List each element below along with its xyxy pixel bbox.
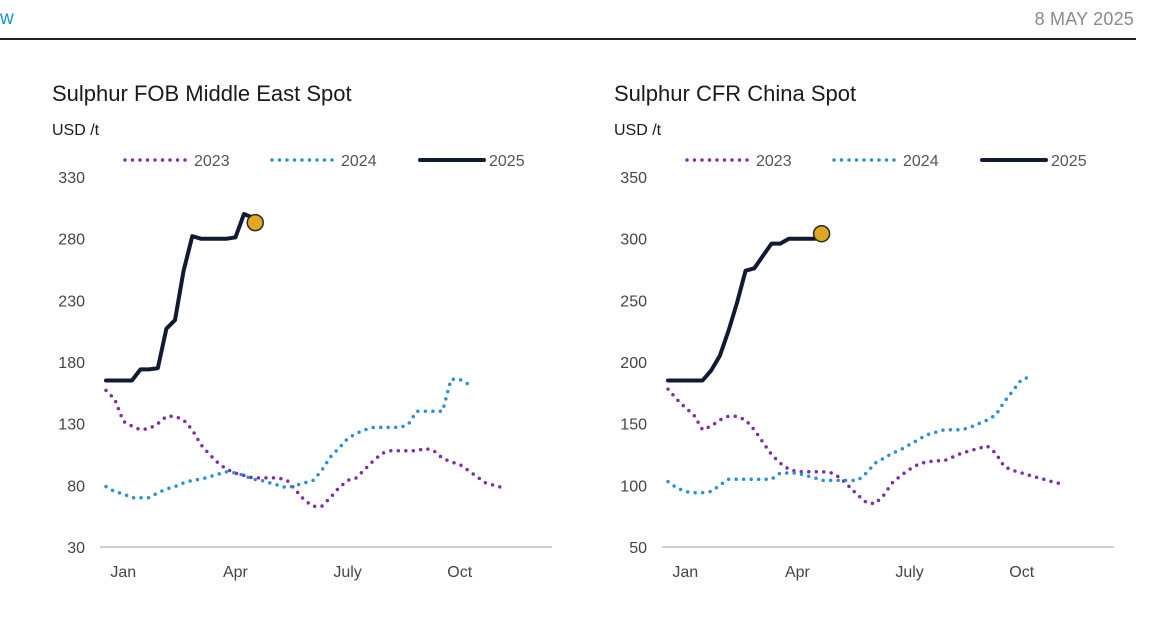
- y-tick-label: 350: [620, 170, 647, 187]
- x-tick-label: Oct: [447, 564, 472, 581]
- series-line-2023: [104, 388, 505, 509]
- y-tick-label: 200: [620, 355, 647, 372]
- x-tick-label: Apr: [785, 564, 811, 581]
- series-line-2024: [666, 375, 1033, 495]
- legend-label-2025: 2025: [489, 153, 525, 170]
- legend-label-2024: 2024: [341, 153, 377, 170]
- series-line-2025: [104, 212, 255, 383]
- chart-panel-2: Sulphur CFR China Spot USD /t 2023 2024 2025…: [614, 81, 1114, 581]
- y-tick-label: 300: [620, 232, 647, 249]
- x-tick-label: Jan: [672, 564, 698, 581]
- y-tick-label: 150: [620, 417, 647, 434]
- y-tick-label: 230: [58, 293, 85, 310]
- latest-value-marker: [812, 224, 831, 243]
- y-tick-label: 100: [620, 478, 647, 495]
- y-tick-label: 250: [620, 293, 647, 310]
- header-divider: [0, 38, 1136, 40]
- legend-label-2025: 2025: [1051, 153, 1087, 170]
- x-tick-label: Apr: [223, 564, 249, 581]
- y-tick-label: 50: [629, 540, 647, 557]
- y-tick-label: 280: [58, 232, 85, 249]
- y-axis-unit: USD /t: [52, 122, 100, 139]
- legend-label-2024: 2024: [903, 153, 939, 170]
- x-tick-label: July: [333, 564, 361, 581]
- y-axis-unit: USD /t: [614, 122, 662, 139]
- y-tick-label: 80: [67, 478, 85, 495]
- y-tick-label: 30: [67, 540, 85, 557]
- y-tick-label: 180: [58, 355, 85, 372]
- legend-label-2023: 2023: [756, 153, 792, 170]
- series-line-2025: [666, 236, 817, 383]
- report-date: 8 MAY 2025: [1034, 9, 1134, 29]
- y-tick-label: 330: [58, 170, 85, 187]
- y-tick-label: 130: [58, 417, 85, 434]
- x-tick-label: July: [895, 564, 923, 581]
- chart-title: Sulphur FOB Middle East Spot: [52, 81, 352, 106]
- header-brand-fragment: w: [0, 8, 14, 29]
- legend-label-2023: 2023: [194, 153, 230, 170]
- latest-value-marker: [246, 213, 265, 232]
- chart-title: Sulphur CFR China Spot: [614, 81, 856, 106]
- series-line-2023: [666, 387, 1067, 506]
- chart-panel-1: Sulphur FOB Middle East Spot USD /t 2023 20…: [52, 81, 552, 581]
- x-tick-label: Jan: [110, 564, 136, 581]
- x-tick-label: Oct: [1009, 564, 1034, 581]
